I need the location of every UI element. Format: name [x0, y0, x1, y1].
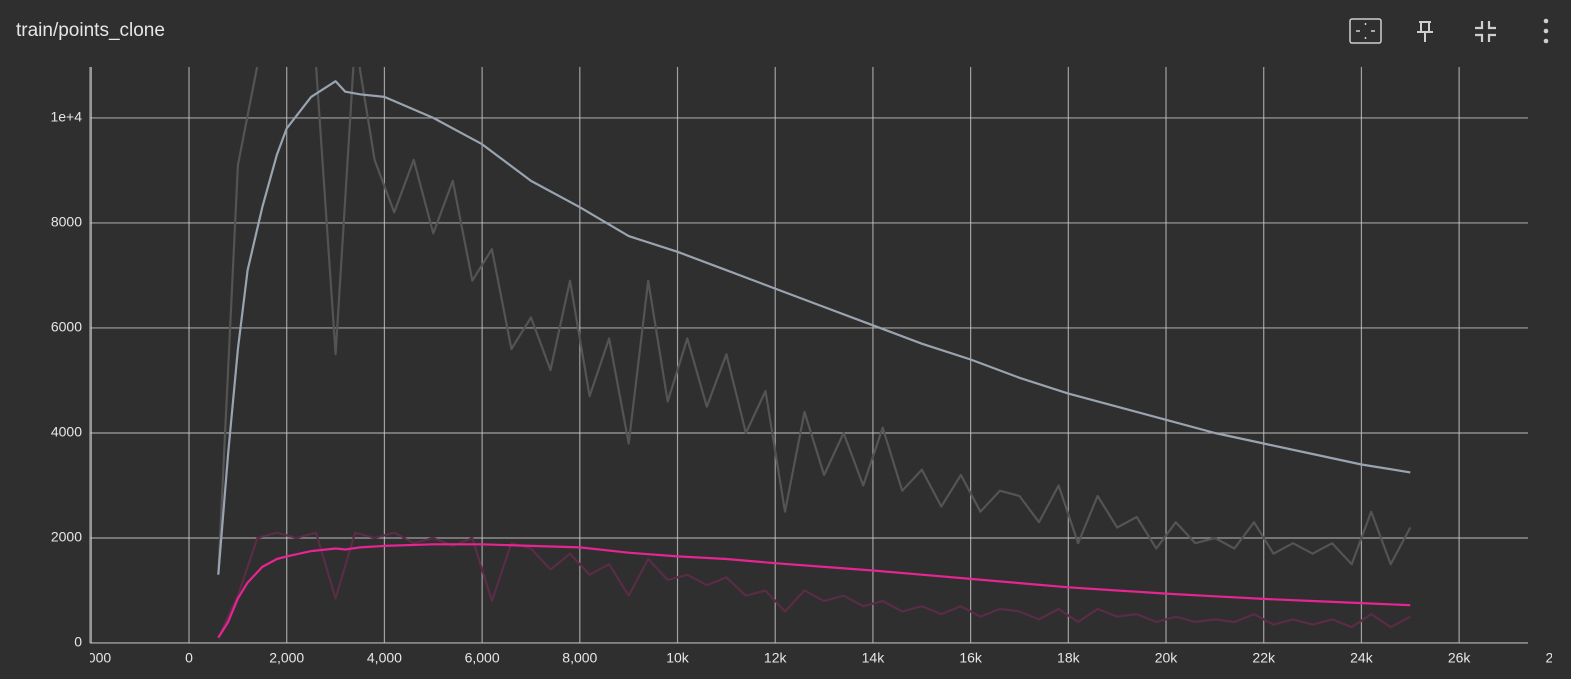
x-tick-label: 0 — [185, 650, 193, 666]
y-tick-label: 4000 — [51, 424, 82, 440]
x-tick-label: -2,000 — [71, 650, 111, 666]
fit-domain-button[interactable] — [1349, 18, 1382, 44]
y-tick-label: 1e+4 — [50, 109, 82, 125]
collapse-button[interactable] — [1475, 21, 1496, 42]
y-axis-labels: 0 2000 4000 6000 8000 1e+4 — [50, 109, 82, 650]
chart-title: train/points_clone — [16, 20, 165, 41]
more-button[interactable] — [1543, 18, 1549, 44]
x-tick-label: 12k — [764, 650, 788, 666]
series-line — [217, 67, 1412, 575]
series-line — [217, 531, 1411, 639]
dot — [1543, 38, 1549, 44]
y-tick-label: 2000 — [51, 529, 82, 545]
grid — [90, 67, 1528, 643]
y-tick-label: 0 — [74, 634, 82, 650]
x-tick-label: 20k — [1155, 650, 1179, 666]
x-tick-label: 10k — [666, 650, 690, 666]
x-tick-label: 22k — [1252, 650, 1276, 666]
x-tick-label: 14k — [862, 650, 886, 666]
x-axis-labels: -2,000 0 2,000 4,000 6,000 8,000 10k 12k 14k 16k 1… — [71, 650, 1570, 666]
collapse-icon — [1475, 21, 1496, 42]
pin-icon — [1417, 21, 1433, 42]
pin-button[interactable] — [1417, 21, 1433, 42]
fit-icon-marks — [1356, 23, 1375, 39]
y-tick-label: 8000 — [51, 214, 82, 230]
fit-icon — [1349, 18, 1382, 44]
x-tick-label: 2,000 — [269, 650, 304, 666]
x-tick-label: 24k — [1350, 650, 1374, 666]
x-tick-label: 4,000 — [367, 650, 402, 666]
x-tick-label: 18k — [1057, 650, 1081, 666]
x-tick-label: 28k — [1546, 650, 1570, 666]
x-tick-label: 16k — [959, 650, 983, 666]
y-tick-label: 6000 — [51, 319, 82, 335]
x-tick-label: 8,000 — [562, 650, 597, 666]
series-line — [217, 80, 1411, 575]
x-tick-label: 26k — [1448, 650, 1472, 666]
dot — [1543, 28, 1549, 34]
dot — [1543, 18, 1549, 24]
plot-lines — [217, 67, 1412, 639]
series-line — [217, 543, 1411, 639]
x-tick-label: 6,000 — [465, 650, 500, 666]
